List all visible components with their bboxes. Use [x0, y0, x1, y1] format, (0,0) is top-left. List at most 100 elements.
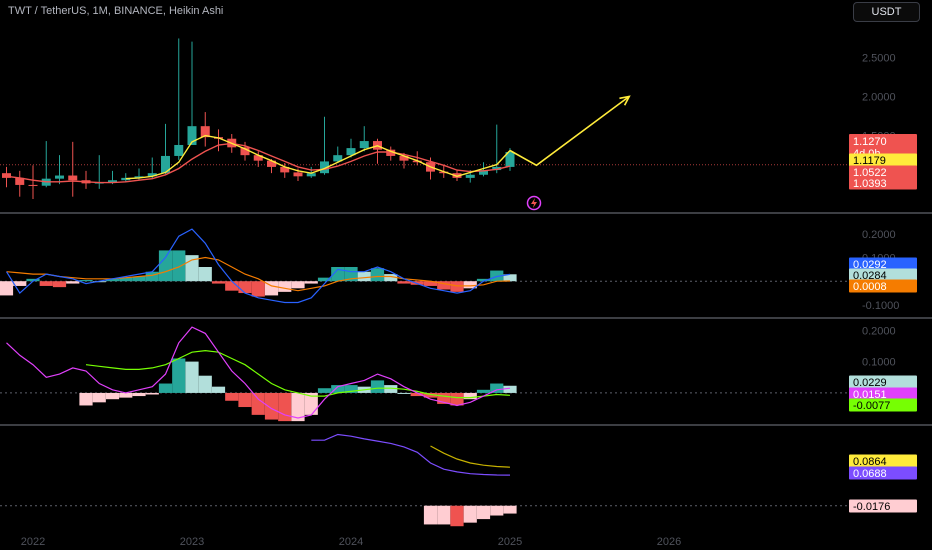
candle-body [386, 149, 396, 156]
currency-button[interactable]: USDT [853, 2, 920, 22]
candle-body [280, 166, 290, 173]
candle-body [293, 172, 303, 177]
histogram-bar [384, 385, 398, 393]
histogram-bar [450, 392, 464, 406]
candle-body [452, 173, 462, 178]
histogram-bar [264, 392, 279, 420]
histogram-bar [463, 392, 477, 400]
histogram-value-label-bg [849, 375, 917, 389]
histogram-bar [251, 392, 265, 415]
histogram-bar [211, 281, 226, 284]
candle-body [253, 155, 263, 161]
time-axis-label: 2023 [180, 536, 204, 548]
candle-body [465, 174, 475, 178]
histogram-bar [476, 389, 491, 393]
slow-value-label-text: 0.0864 [853, 456, 887, 468]
candle-body [505, 152, 515, 167]
histogram-bar [317, 388, 332, 393]
histogram-bar [423, 392, 438, 398]
signal-value-label: -0.0077 [849, 398, 917, 412]
histogram-bar [225, 281, 239, 291]
histogram-bar [26, 278, 40, 282]
histogram-bar [251, 281, 265, 297]
price-label-ma-fast-bg [849, 153, 917, 167]
histogram-bar [105, 278, 120, 282]
histogram-bar [198, 267, 212, 282]
price-label-low: 1.0393 [849, 176, 917, 190]
time-axis-label: 2026 [657, 536, 681, 548]
histogram-bar [225, 392, 239, 401]
price-label-low-text: 1.0393 [853, 178, 887, 190]
fast-value-label-bg [849, 466, 917, 480]
fast-value-label: 0.0688 [849, 466, 917, 480]
ma-slow-line [6, 142, 511, 184]
histogram-bar [503, 274, 517, 282]
candle-body [2, 173, 11, 178]
ma-fast-line [125, 134, 511, 180]
candle-body [399, 155, 409, 161]
histogram-bar [66, 281, 80, 284]
histogram-bar [397, 392, 411, 394]
pane2-axis-tick-label: -0.1000 [862, 300, 899, 312]
event-bolt-glyph [531, 198, 537, 208]
candle-body [333, 155, 343, 162]
candle-body [121, 177, 131, 181]
histogram-bar [278, 281, 292, 292]
macd-line [6, 326, 511, 419]
macd-line [5, 228, 511, 304]
histogram-bar [278, 392, 292, 422]
histogram-bar [145, 392, 159, 395]
histogram-bar [370, 380, 385, 393]
histogram-bar [331, 385, 345, 393]
pane3-axis-tick-label: 0.2000 [862, 325, 896, 337]
signal-value-label-text: 0.0008 [853, 281, 887, 293]
time-axis-label: 2024 [339, 536, 363, 548]
macd-value-label-text: 0.0292 [853, 259, 887, 271]
histogram-value-label-text: 0.0229 [853, 377, 887, 389]
candle-body [55, 175, 64, 179]
histogram-bar [423, 281, 438, 286]
histogram-bar [172, 358, 186, 393]
candle-body [306, 173, 316, 177]
histogram-bar [344, 385, 358, 393]
price-label-ma-slow: 1.0522 [849, 165, 917, 179]
histogram-bar [304, 281, 318, 284]
price-axis-tick-label: 2.5000 [862, 52, 896, 64]
candle-body [479, 170, 488, 175]
histogram-bar [476, 278, 491, 282]
macd-value-label-text: 0.0151 [853, 389, 887, 401]
candle-body [15, 177, 25, 185]
candle-body [492, 166, 502, 171]
histogram-bar [185, 361, 199, 393]
histogram-value-label-text: 0.0284 [853, 270, 887, 282]
candle-body [147, 173, 157, 177]
pane3-axis-tick-label: 0.1000 [862, 357, 896, 369]
macd-value-label-bg [849, 257, 917, 271]
histogram-bar [198, 375, 212, 393]
histogram-bar [384, 274, 398, 282]
price-label-low-bg [849, 176, 917, 190]
histogram-bar [172, 250, 186, 282]
slow-line [430, 445, 511, 468]
histogram-bar [437, 281, 451, 290]
histogram-bar [0, 281, 14, 296]
histogram-bar [238, 392, 252, 408]
histogram-bar [119, 392, 133, 398]
histogram-bar [476, 505, 491, 520]
histogram-bar [317, 277, 332, 282]
histogram-bar [490, 505, 504, 516]
signal-value-label: 0.0008 [849, 279, 917, 293]
candle-body [267, 160, 276, 167]
macd-value-label: 0.0292 [849, 257, 917, 271]
histogram-bar [13, 281, 27, 286]
signal-value-label-text: -0.0077 [853, 400, 890, 412]
price-label-ma-slow-bg [849, 165, 917, 179]
event-bolt-icon [526, 195, 542, 211]
macd-value-label: 0.0151 [849, 387, 917, 401]
histogram-bar [463, 281, 477, 289]
price-label-last-value: 1.1270 [853, 136, 887, 148]
histogram-bar [463, 505, 477, 523]
pane2-axis-tick-label: 0.2000 [862, 229, 896, 241]
histogram-bar [158, 250, 173, 282]
